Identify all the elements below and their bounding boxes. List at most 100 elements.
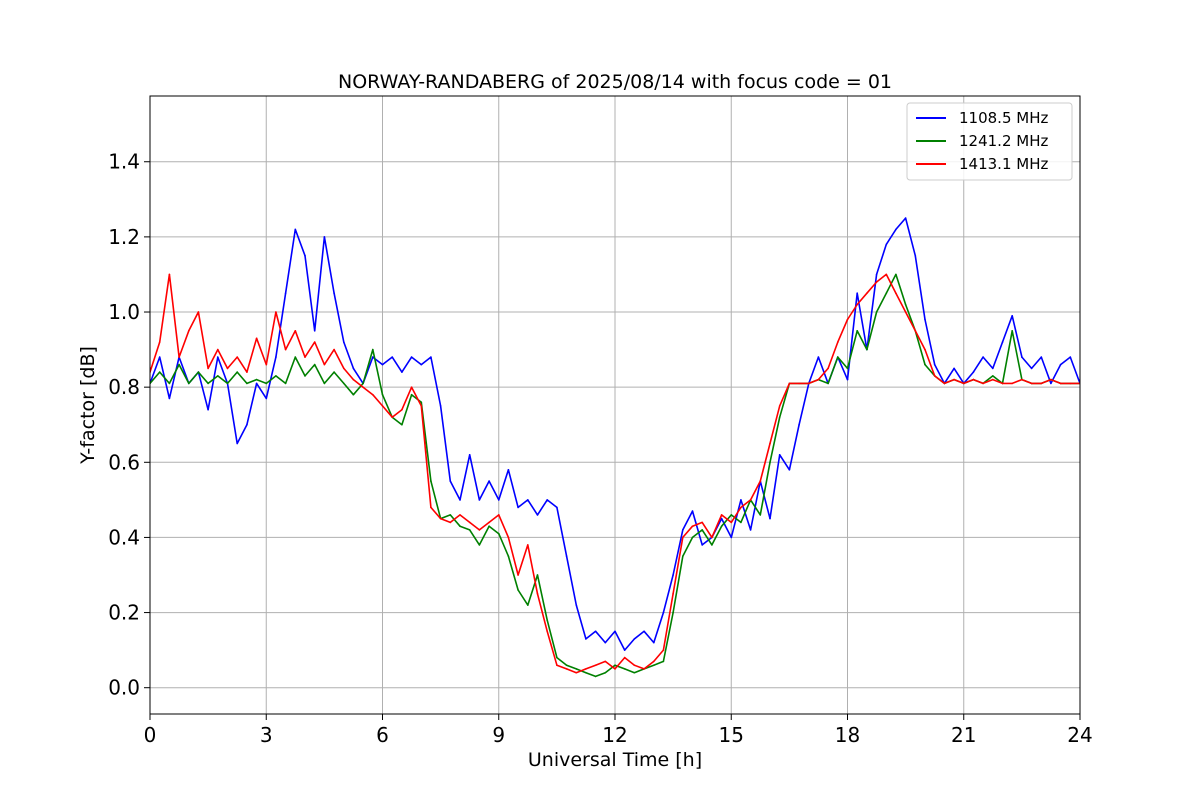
series-1-point (217, 375, 219, 377)
series-0-point (1069, 356, 1072, 358)
series-1-point (352, 393, 355, 396)
series-1-point (730, 514, 733, 516)
series-2-point (1050, 378, 1052, 381)
series-2-point (623, 656, 626, 659)
series-2-point (827, 367, 829, 370)
series-0-point (1021, 356, 1023, 358)
series-1-point (284, 382, 287, 385)
series-1-point (662, 660, 665, 663)
series-1-point (478, 544, 481, 546)
y-tick-label: 1.0 (108, 300, 140, 324)
series-1-point (449, 514, 452, 516)
series-0-point (904, 217, 907, 219)
series-1-point (517, 589, 519, 591)
series-2-point (439, 517, 442, 520)
series-0-point (614, 630, 616, 633)
series-2-point (740, 506, 742, 509)
series-1-point (178, 363, 180, 366)
series-2-point (304, 356, 306, 358)
series-0-point (449, 480, 452, 482)
series-2-point (749, 499, 752, 501)
series-2-point (343, 367, 345, 370)
series-0-point (1059, 363, 1062, 366)
series-1-point (265, 382, 268, 385)
series-2-point (691, 525, 694, 527)
series-1-point (168, 382, 171, 385)
series-0-point (304, 254, 306, 257)
series-0-point (313, 330, 316, 332)
series-1-point (740, 521, 742, 524)
series-0-point (575, 604, 578, 606)
legend-label: 1413.1 MHz (959, 155, 1048, 173)
series-0-point (691, 510, 694, 512)
series-2-point (992, 378, 994, 381)
series-2-point (459, 514, 461, 516)
series-2-point (517, 574, 519, 576)
series-2-point (1069, 382, 1072, 385)
series-2-point (488, 521, 490, 524)
series-0-point (749, 529, 752, 531)
series-1-point (236, 371, 238, 373)
series-1-point (837, 356, 839, 358)
series-2-point (662, 649, 665, 651)
series-2-point (536, 593, 539, 595)
series-1-point (866, 348, 868, 351)
series-1-point (604, 671, 607, 674)
series-2-point (362, 386, 364, 389)
series-2-point (294, 330, 297, 332)
series-2-point (604, 660, 607, 663)
series-0-point (556, 506, 558, 509)
series-2-point (478, 529, 481, 531)
series-1-point (885, 292, 888, 295)
series-0-point (1040, 356, 1043, 358)
series-0-point (662, 611, 665, 614)
series-2-point (1059, 382, 1062, 385)
series-2-point (963, 382, 965, 385)
x-tick-label: 6 (376, 723, 389, 747)
series-2-point (226, 367, 229, 370)
series-2-point (197, 311, 200, 313)
series-1-point (158, 371, 161, 373)
series-1-point (546, 619, 548, 621)
series-2-point (817, 378, 820, 381)
series-0-point (507, 469, 510, 471)
series-2-point (846, 318, 849, 321)
series-0-point (778, 454, 781, 456)
series-2-point (158, 341, 161, 343)
y-tick-label: 1.2 (108, 225, 140, 249)
series-1-point (207, 382, 209, 385)
legend-box (906, 102, 1073, 181)
series-0-point (255, 382, 258, 385)
series-2-point (672, 593, 674, 595)
series-1-point (565, 664, 568, 666)
series-0-point (769, 517, 771, 520)
series-1-point (197, 371, 200, 373)
y-tick-label: 0.8 (108, 375, 140, 399)
series-0-point (207, 408, 209, 411)
series-1-point (401, 423, 403, 426)
series-2-point (265, 363, 268, 366)
series-2-point (643, 668, 645, 670)
series-0-point (1001, 341, 1004, 343)
series-2-point (236, 356, 238, 358)
y-axis-label: Y-factor [dB] (77, 346, 99, 465)
series-0-point (1011, 315, 1013, 317)
series-2-point (168, 273, 171, 276)
series-0-point (730, 536, 733, 539)
series-1-point (594, 675, 597, 678)
series-2-point (468, 521, 471, 524)
series-2-point (556, 664, 558, 666)
series-2-point (246, 371, 248, 373)
series-2-point (1011, 382, 1013, 385)
series-1-point (255, 378, 258, 381)
series-2-point (769, 442, 771, 445)
series-0-point (594, 630, 597, 633)
series-0-point (333, 292, 335, 295)
series-1-point (875, 311, 878, 313)
series-1-point (653, 664, 655, 666)
series-0-point (633, 638, 636, 640)
series-0-point (643, 630, 645, 633)
series-0-point (478, 499, 481, 501)
series-0-point (168, 397, 171, 400)
series-2-point (924, 348, 926, 351)
